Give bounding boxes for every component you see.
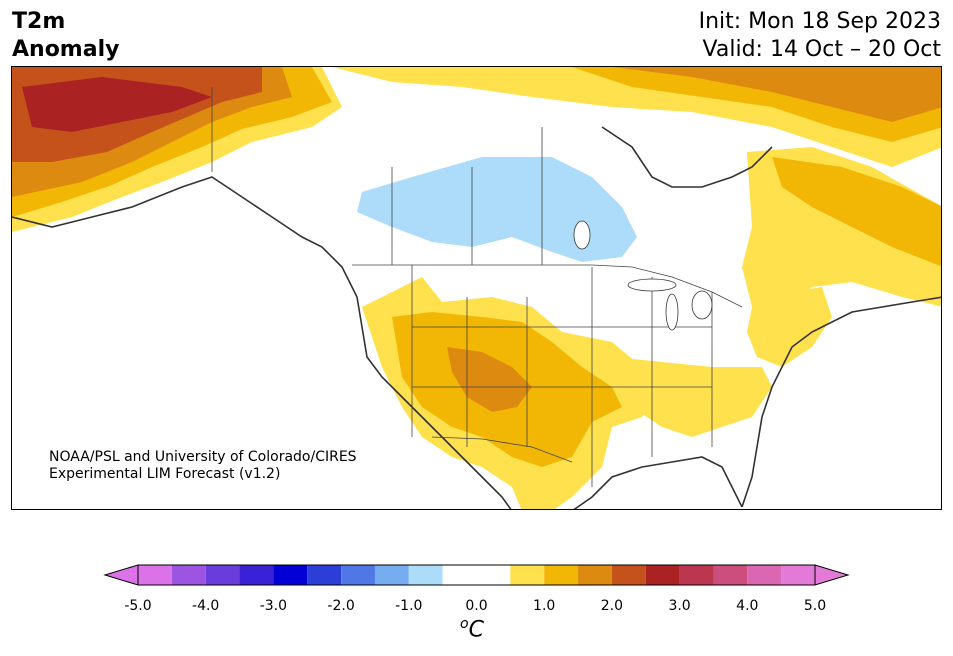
anomaly-region-arctic-warm3 [612,67,941,122]
degree-sign: o [460,616,469,632]
colorbar-tick-label: -3.0 [259,598,288,614]
coastline-west [12,176,512,509]
lake-superior [627,278,677,292]
colorbar-cell [510,565,545,585]
colorbar-cell [713,565,748,585]
anomaly-region-southeast-warm1 [612,357,772,437]
colorbar-tick-label: 0.0 [465,598,488,614]
anomaly-region-canada-cold1 [357,157,637,262]
colorbar [103,564,850,586]
anomaly-region-quebec-warm2 [772,157,941,267]
colorbar-cell [679,565,714,585]
colorbar-cell [611,565,646,585]
colorbar-cell [273,565,308,585]
political-borders [211,87,743,487]
colorbar-cell [645,565,680,585]
lake-michigan [665,293,679,331]
variable-label: T2m [12,9,66,34]
coastline-east [741,296,941,508]
colorbar-outline [137,564,816,586]
colorbar-cell [544,565,579,585]
anomaly-region-northeast-warm1 [747,287,832,367]
colorbar-cell [781,565,815,585]
map-title: T2m Anomaly [12,8,119,64]
colorbar-tick-label: 3.0 [668,598,691,614]
colorbar-tick-label: -2.0 [327,598,355,614]
anomaly-map [11,66,942,510]
colorbar-tick-label: 5.0 [803,598,827,614]
colorbar-cell [205,565,240,585]
init-date: Init: Mon 18 Sep 2023 [698,9,941,34]
great-lakes [573,220,713,331]
coastline-gulf [573,456,743,509]
anomaly-region-alaska-warm5 [22,77,212,132]
colorbar-unit: oC [460,616,484,642]
colorbar-tick-label: -1.0 [395,598,423,614]
anomaly-region-west-warm3 [447,347,532,412]
map-canvas [12,67,941,509]
border-us-mexico [431,436,573,463]
colorbar-cell [307,565,342,585]
data-credit: NOAA/PSL and University of Colorado/CIRE… [49,449,357,483]
colorbar-cell [442,565,511,585]
colorbar-tick-label: 4.0 [736,598,759,614]
border-states [411,265,713,487]
warm-anomaly-fill [12,67,941,509]
colorbar-cell [408,565,443,585]
colorbar-cell [138,565,172,585]
colorbar-extend-min [103,564,139,586]
colorbar-cell [341,565,375,585]
credit-line-1: NOAA/PSL and University of Colorado/CIRE… [49,449,357,465]
colorbar-tick-label: 1.0 [533,598,556,614]
colorbar-cell [747,565,782,585]
colorbar-tick-label: -4.0 [192,598,220,614]
lake-huron [691,290,713,320]
border-us-canada [352,264,743,308]
forecast-dates: Init: Mon 18 Sep 2023 Valid: 14 Oct – 20… [699,8,941,64]
coastlines [12,126,941,509]
colorbar-cell [374,565,409,585]
lake-winnipeg [573,220,591,250]
coastline-hudson [601,126,773,188]
credit-line-2: Experimental LIM Forecast (v1.2) [49,466,281,482]
colorbar-tick-label: 2.0 [600,598,624,614]
colorbar-cell [578,565,612,585]
colorbar-tick-label: -5.0 [124,598,152,614]
unit-symbol: C [468,617,484,643]
quantity-label: Anomaly [12,37,120,62]
colorbar-extend-max [814,564,850,586]
valid-range: Valid: 14 Oct – 20 Oct [702,37,941,62]
colorbar-cell [239,565,274,585]
border-provinces [391,127,543,265]
colorbar-cell [171,565,206,585]
